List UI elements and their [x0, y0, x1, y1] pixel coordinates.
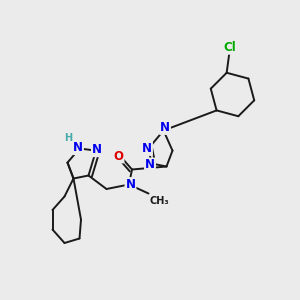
- Text: N: N: [145, 158, 155, 172]
- Text: CH₃: CH₃: [150, 196, 170, 206]
- Text: Cl: Cl: [223, 41, 236, 54]
- Text: N: N: [160, 121, 170, 134]
- Text: N: N: [125, 178, 136, 191]
- Text: N: N: [92, 143, 102, 156]
- Text: N: N: [142, 142, 152, 155]
- Text: H: H: [64, 133, 72, 143]
- Text: O: O: [113, 149, 124, 163]
- Text: N: N: [73, 141, 83, 154]
